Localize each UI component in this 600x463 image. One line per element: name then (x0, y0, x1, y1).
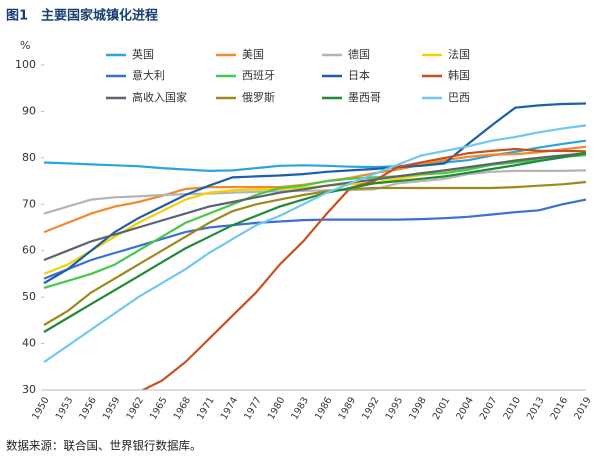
y-tick-label: 30 (22, 383, 36, 396)
series-line (140, 147, 587, 390)
y-tick-label: 60 (22, 244, 36, 257)
x-tick-label: 2013 (525, 395, 547, 421)
x-tick-label: 1962 (124, 395, 146, 421)
series-line (43, 124, 587, 364)
legend-label: 英国 (132, 47, 154, 61)
y-tick-label: 100 (15, 58, 36, 71)
x-tick-label: 1989 (336, 395, 358, 421)
plot-area (43, 102, 587, 390)
y-unit: % (20, 39, 30, 52)
series-line (43, 152, 587, 333)
legend-label: 法国 (448, 47, 470, 61)
series-line (43, 102, 587, 285)
x-tick-label: 1983 (289, 395, 311, 421)
y-tick-label: 90 (22, 104, 36, 117)
series-line (43, 169, 587, 215)
x-tick-label: 1956 (77, 395, 99, 421)
legend-label: 巴西 (448, 91, 470, 104)
series-line (43, 154, 587, 289)
x-tick-label: 1953 (54, 395, 76, 421)
x-tick-label: 1980 (266, 395, 288, 421)
x-tick-label: 1968 (172, 395, 194, 421)
x-tick-label: 1986 (313, 395, 335, 421)
x-tick-label: 1959 (101, 395, 123, 421)
legend-label: 日本 (348, 68, 370, 82)
x-tick-label: 1965 (148, 395, 170, 421)
legend-label: 德国 (348, 47, 370, 61)
chart-title: 图1 主要国家城镇化进程 (6, 8, 158, 24)
series-line (43, 152, 587, 262)
legend-label: 高收入国家 (132, 90, 187, 104)
y-tick-label: 80 (22, 151, 36, 164)
legend-label: 美国 (242, 48, 264, 61)
x-tick-label: 1974 (219, 395, 241, 421)
x-tick-label: 2001 (431, 395, 453, 421)
x-tick-label: 1992 (360, 395, 382, 421)
x-tick-label: 1950 (30, 395, 52, 421)
x-tick-label: 2016 (549, 395, 571, 421)
y-tick-label: 50 (22, 290, 36, 303)
series-line (43, 180, 587, 326)
x-tick-label: 2004 (454, 395, 476, 421)
y-tick-label: 40 (22, 337, 36, 350)
legend-label: 意大利 (132, 68, 165, 82)
x-tick-label: 1977 (242, 395, 264, 421)
x-tick-label: 2007 (478, 395, 500, 421)
series-line (43, 198, 587, 280)
legend-label: 墨西哥 (348, 91, 381, 104)
source: 数据来源：联合国、世界银行数据库。 (6, 439, 202, 453)
y-tick-label: 70 (22, 197, 36, 210)
x-tick-label: 1998 (407, 395, 429, 421)
x-tick-label: 2010 (501, 395, 523, 421)
x-tick-label: 2019 (572, 395, 594, 421)
legend-label: 西班牙 (242, 69, 275, 82)
x-tick-label: 1971 (195, 395, 217, 421)
x-tick-label: 1995 (384, 395, 406, 421)
legend-label: 韩国 (448, 68, 470, 82)
legend-label: 俄罗斯 (242, 91, 275, 104)
